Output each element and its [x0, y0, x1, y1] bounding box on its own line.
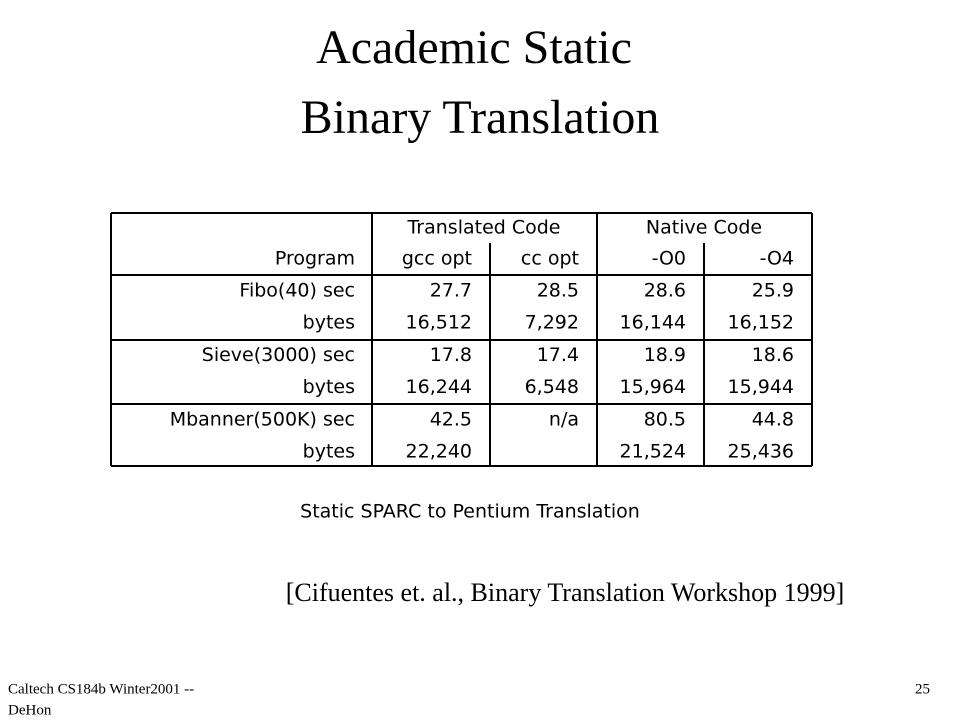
title-line: Academic Static: [316, 21, 632, 74]
table-cells: Program gcc opt cc opt -O0 -O4 Fibo(40) sec 27…: [170, 248, 794, 463]
cell: 28.6: [644, 280, 686, 302]
cell: 25,436: [728, 441, 794, 463]
cell: 15,944: [728, 376, 794, 398]
cell: 17.8: [430, 344, 472, 366]
cell: 16,244: [406, 376, 472, 398]
column-header: Program: [275, 248, 355, 270]
footer-course: Caltech CS184b Winter2001 --: [8, 681, 194, 697]
footer-course: DeHon: [8, 702, 52, 718]
cell: 22,240: [406, 441, 472, 463]
table-rules: [110, 212, 813, 467]
column-header: cc opt: [521, 248, 579, 270]
row-label: Fibo(40) sec: [239, 280, 355, 302]
row-label: Mbanner(500K) sec: [170, 408, 355, 430]
cell: 21,524: [620, 441, 686, 463]
group-header: Translated Code: [406, 217, 560, 239]
row-label: bytes: [303, 441, 355, 463]
row-label: bytes: [303, 376, 355, 398]
column-header: gcc opt: [402, 248, 472, 270]
cell: 44.8: [752, 408, 794, 430]
row-label: bytes: [303, 312, 355, 334]
cell: 17.4: [537, 344, 579, 366]
cell: 15,964: [620, 376, 686, 398]
cell: 16,152: [728, 312, 794, 334]
cell: 16,512: [406, 312, 472, 334]
cell: 6,548: [525, 376, 579, 398]
cell: 25.9: [752, 280, 794, 302]
cell: 27.7: [430, 280, 472, 302]
column-header: -O4: [760, 248, 794, 270]
title-line: Binary Translation: [301, 91, 660, 144]
cell: 18.6: [752, 344, 794, 366]
group-header: Native Code: [646, 217, 762, 239]
cell: 16,144: [620, 312, 686, 334]
cell: 18.9: [644, 344, 686, 366]
cell: n/a: [549, 408, 579, 430]
cell: 80.5: [644, 408, 686, 430]
page-number: 25: [915, 681, 930, 697]
citation: [Cifuentes et. al., Binary Translation W…: [286, 578, 845, 607]
column-header: -O0: [652, 248, 686, 270]
cell: 42.5: [430, 408, 472, 430]
cell: 28.5: [537, 280, 579, 302]
caption: Static SPARC to Pentium Translation: [300, 501, 640, 523]
row-label: Sieve(3000) sec: [202, 344, 355, 366]
cell: 7,292: [525, 312, 579, 334]
